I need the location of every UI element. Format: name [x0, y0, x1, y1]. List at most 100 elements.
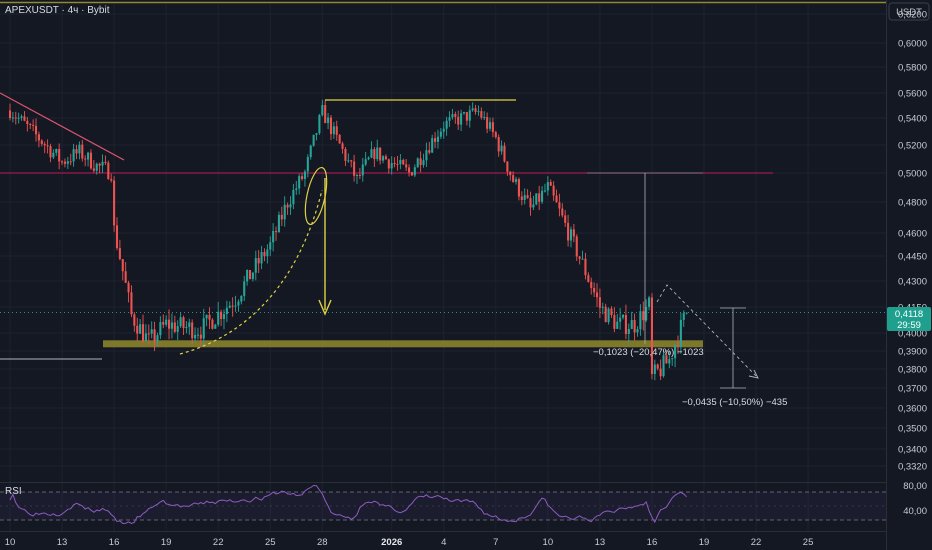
candle-body [11, 117, 14, 119]
candle-body [58, 149, 61, 162]
drawings-front [0, 92, 759, 389]
candle-body [381, 156, 385, 161]
candle-body [72, 149, 75, 162]
candle-body [159, 322, 162, 336]
price-tick-label: 0,6200 [898, 10, 927, 21]
price-axis[interactable]: USDT 0,6200 0,6000 0,5800 0,5600 0,5400 0,520… [886, 0, 932, 550]
candle-body [283, 204, 286, 220]
candle-body [185, 326, 188, 329]
candle-body [402, 159, 405, 165]
candle-body [361, 164, 364, 176]
time-tick-label: 10 [5, 537, 16, 548]
candle-body [619, 317, 622, 322]
rsi-axis-label-40: 40,00 [903, 506, 927, 517]
candle-body [220, 311, 223, 319]
candle-body [240, 295, 243, 302]
projection-arrowhead [748, 369, 759, 379]
candle-body [341, 143, 344, 149]
candle-body [139, 324, 142, 334]
candle-body [153, 329, 156, 342]
candle-body [303, 171, 306, 179]
candle-body [101, 161, 104, 166]
candle-body [87, 152, 90, 160]
support-zone[interactable] [103, 340, 703, 348]
candle-body [286, 204, 289, 208]
candle-body [610, 308, 613, 316]
candle-body [491, 122, 494, 133]
candle-body [419, 158, 422, 166]
candle-body [416, 158, 419, 168]
candle-body [578, 256, 581, 259]
candle-body [465, 112, 468, 121]
candle-body [298, 176, 301, 189]
candle-body [567, 222, 570, 241]
candle-body [532, 204, 535, 208]
candle-body [269, 242, 272, 250]
candle-body [40, 140, 43, 144]
candle-body [399, 159, 402, 165]
projection-path[interactable] [656, 284, 759, 379]
time-tick-label: 22 [213, 537, 224, 548]
candle-body [355, 174, 359, 176]
candle-body [254, 258, 257, 273]
candle-body [347, 160, 350, 162]
candle-body [460, 113, 463, 125]
candle-body [165, 319, 168, 325]
candle-body [173, 322, 176, 332]
candle-body [497, 137, 500, 152]
candle-body [650, 297, 653, 375]
candle-body [474, 108, 477, 112]
candle-body [436, 136, 440, 142]
candle-body [32, 124, 35, 126]
trend-line[interactable] [0, 92, 125, 161]
candle-body [49, 146, 52, 158]
candle-body [156, 335, 159, 342]
candle-body [315, 133, 318, 135]
candle-body [61, 161, 64, 163]
candle-body [451, 114, 454, 118]
price-badge-value: 0,4118 [895, 309, 923, 320]
candle-body [454, 114, 457, 117]
measurement-label-1: −0,1023 (−20,47%) −1023 [593, 347, 704, 358]
candle-body [408, 167, 411, 173]
candle-body [448, 117, 451, 121]
price-tick-label: 0,3500 [898, 424, 927, 435]
candle-body [477, 111, 480, 113]
candle-body [653, 364, 656, 375]
candle-body [538, 193, 541, 202]
candle-body [312, 134, 315, 146]
candle-body [645, 306, 648, 321]
candle-body [63, 161, 66, 164]
candle-body [144, 333, 147, 342]
candle-body [115, 225, 119, 249]
candle-body [621, 314, 625, 318]
candle-body [78, 144, 81, 154]
candle-body [130, 292, 133, 315]
parabolic-curve[interactable] [179, 189, 323, 355]
time-axis[interactable]: 10 13 16 19 22 25 28 2026 4 7 10 13 16 19 22 25 [0, 531, 886, 550]
candle-body [428, 150, 431, 153]
candle-body [613, 315, 616, 329]
time-tick-label: 19 [699, 537, 710, 548]
currency-box[interactable] [888, 2, 930, 21]
candle-body [95, 163, 98, 171]
candle-body [222, 314, 226, 319]
candle-body [306, 157, 309, 172]
candle-body [558, 202, 561, 209]
candle-body [396, 164, 399, 166]
candle-body [205, 314, 208, 319]
candle-body [23, 116, 26, 121]
candle-body [66, 161, 69, 164]
candle-body [462, 112, 466, 114]
candle-body [179, 317, 182, 327]
candle-body [494, 132, 497, 138]
candle-body [289, 204, 292, 208]
candle-body [8, 110, 12, 118]
price-tick-label: 0,3700 [898, 384, 927, 395]
candle-body [373, 149, 376, 160]
candle-body [425, 150, 428, 161]
candle-body [321, 105, 324, 116]
candle-body [483, 117, 486, 119]
